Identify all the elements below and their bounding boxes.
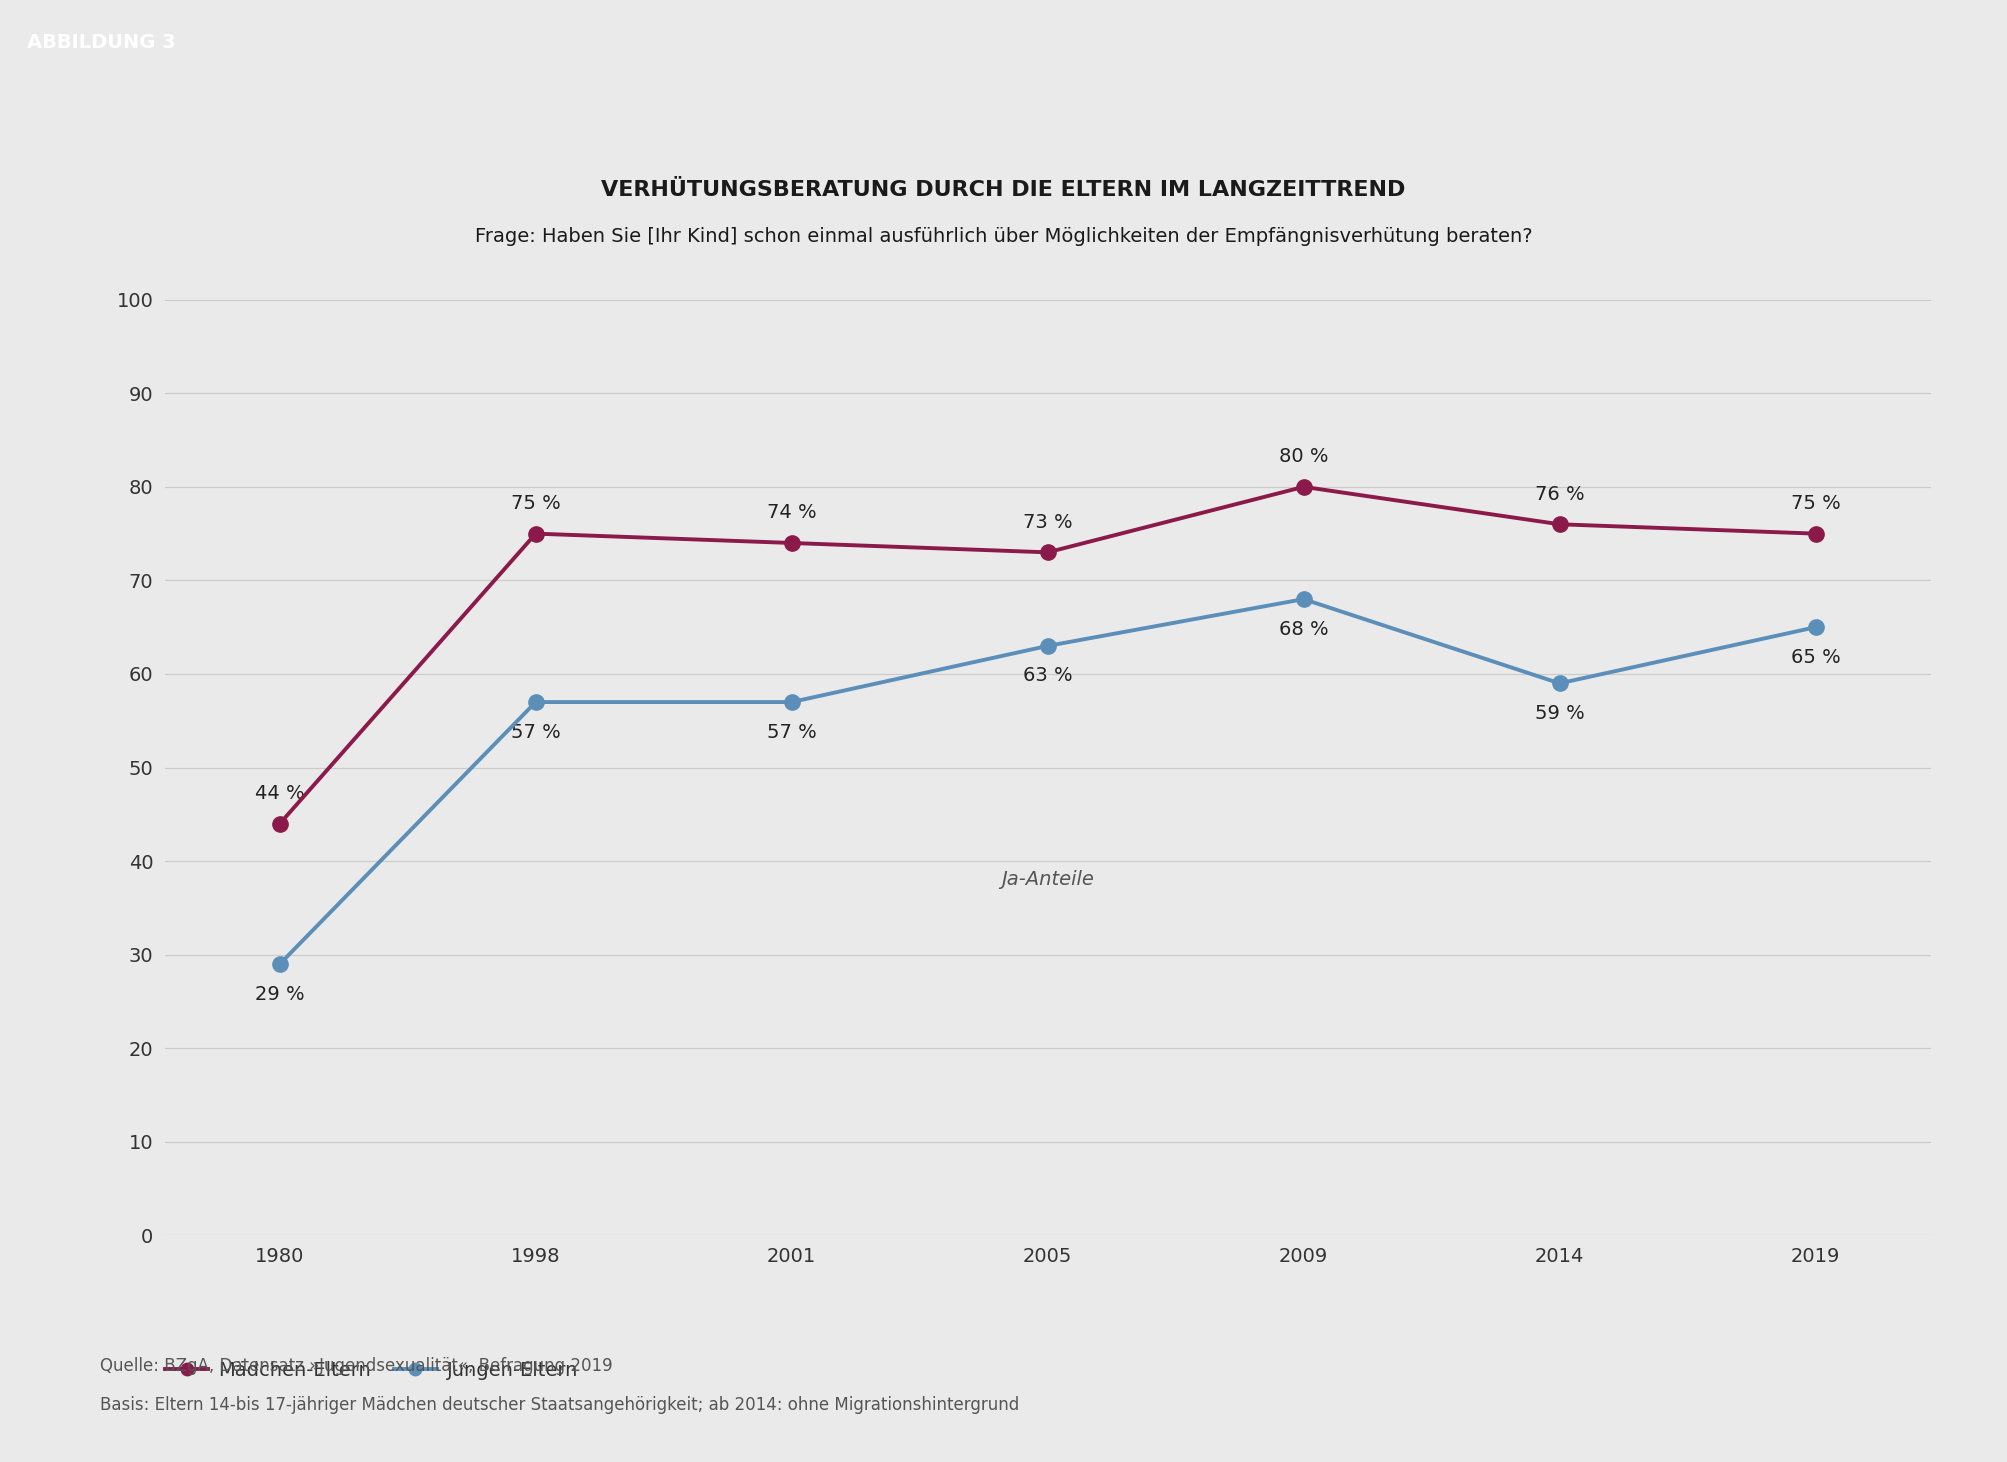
Text: 44 %: 44 % [255,784,305,803]
Text: 59 %: 59 % [1535,703,1584,722]
Mädchen-Eltern [779,534,803,551]
Legend: Mädchen-Eltern, Jungen-Eltern: Mädchen-Eltern, Jungen-Eltern [165,1361,578,1380]
Mädchen-Eltern [267,814,291,832]
Jungen-Eltern [1293,591,1317,608]
Jungen-Eltern [1036,637,1060,655]
Text: 63 %: 63 % [1024,667,1072,686]
Text: 57 %: 57 % [512,722,560,741]
Text: 76 %: 76 % [1535,485,1584,504]
Mädchen-Eltern [1804,525,1828,542]
Mädchen-Eltern [524,525,548,542]
Text: 75 %: 75 % [512,494,560,513]
Jungen-Eltern [779,693,803,711]
Jungen-Eltern [524,693,548,711]
Text: Frage: Haben Sie [Ihr Kind] schon einmal ausführlich über Möglichkeiten der Empf: Frage: Haben Sie [Ihr Kind] schon einmal… [476,228,1531,246]
Text: 57 %: 57 % [767,722,817,741]
Mädchen-Eltern [1036,544,1060,561]
Line: Jungen-Eltern: Jungen-Eltern [273,592,1822,972]
Mädchen-Eltern [1547,516,1571,534]
Jungen-Eltern [1547,674,1571,692]
Jungen-Eltern [267,955,291,972]
Jungen-Eltern [1804,618,1828,636]
Text: 29 %: 29 % [255,984,305,1003]
Text: 65 %: 65 % [1790,648,1840,667]
Text: ABBILDUNG 3: ABBILDUNG 3 [26,34,175,51]
Text: 68 %: 68 % [1278,620,1329,639]
Text: 75 %: 75 % [1790,494,1840,513]
Text: Quelle: BZgA, Datensatz »Jugendsexualität«, Befragung 2019: Quelle: BZgA, Datensatz »Jugendsexualitä… [100,1357,612,1374]
Text: 80 %: 80 % [1278,447,1329,466]
Text: 73 %: 73 % [1024,513,1072,532]
Text: VERHÜTUNGSBERATUNG DURCH DIE ELTERN IM LANGZEITTREND: VERHÜTUNGSBERATUNG DURCH DIE ELTERN IM L… [602,180,1405,200]
Text: 74 %: 74 % [767,503,817,522]
Text: Basis: Eltern 14-bis 17-jähriger Mädchen deutscher Staatsangehörigkeit; ab 2014:: Basis: Eltern 14-bis 17-jähriger Mädchen… [100,1396,1020,1414]
Text: Ja-Anteile: Ja-Anteile [1001,870,1094,889]
Mädchen-Eltern [1293,478,1317,496]
Line: Mädchen-Eltern: Mädchen-Eltern [273,480,1822,832]
